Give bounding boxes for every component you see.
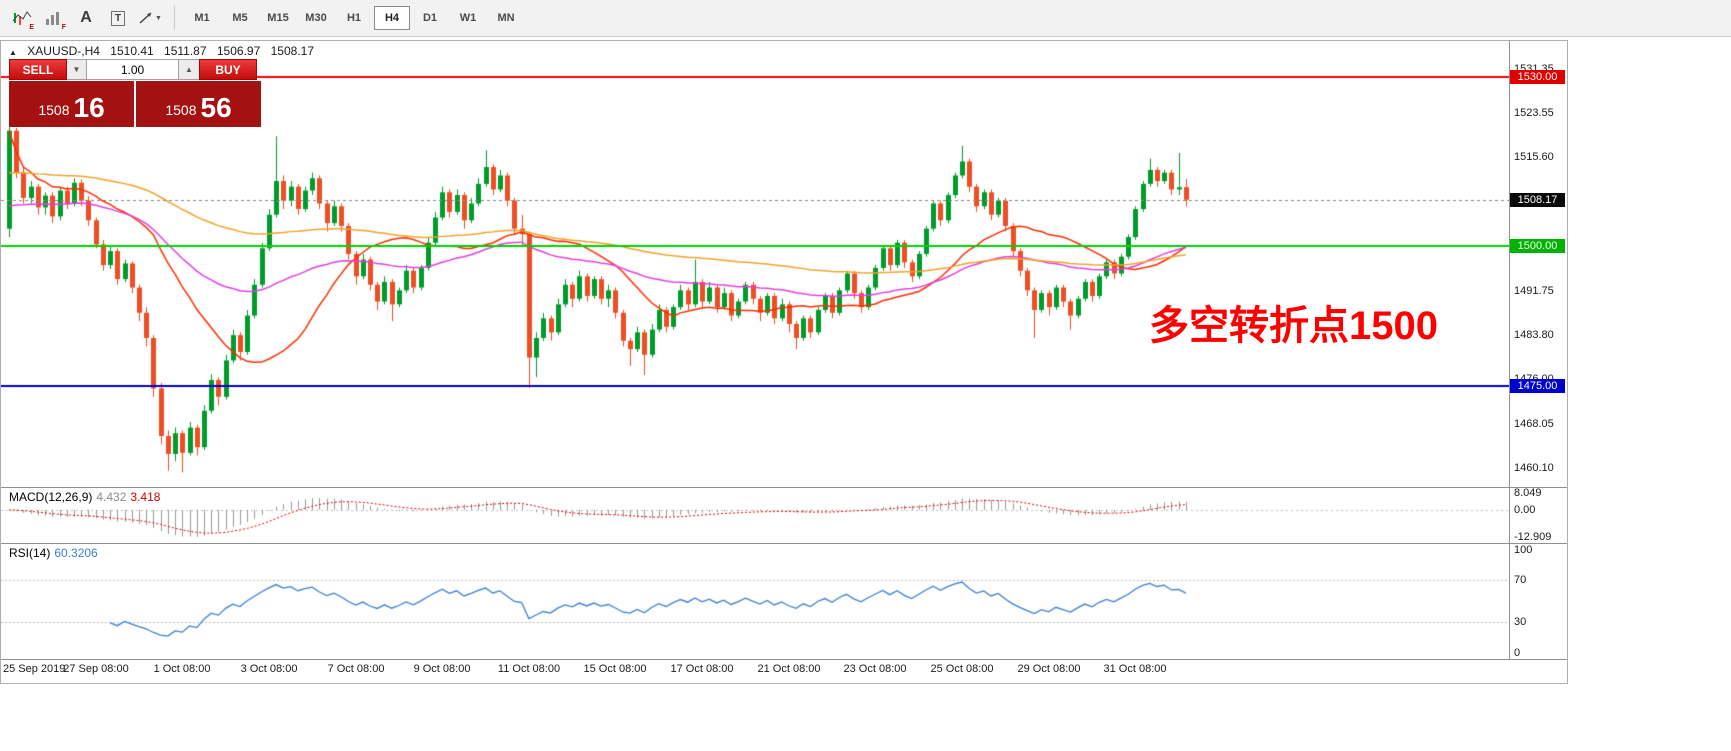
ask-quote: 1508 56 — [136, 81, 261, 127]
rsi-panel-canvas[interactable] — [1, 544, 1509, 659]
timeframe-button-w1[interactable]: W1 — [459, 12, 477, 24]
indicators-icon-badge: E — [29, 24, 34, 31]
buy-button[interactable]: BUY — [199, 59, 257, 80]
ask-price-prefix: 1508 — [165, 102, 197, 118]
bar-chart-icon-badge: F — [61, 24, 66, 31]
timeframe-button-d1[interactable]: D1 — [422, 12, 438, 24]
price-axis-divider — [1509, 41, 1510, 659]
text-tool-icon[interactable]: A — [72, 4, 100, 32]
macd-main-value: 4.432 — [96, 490, 127, 504]
indicators-icon-glyph — [12, 11, 32, 25]
one-click-trading-panel: SELL ▼ ▲ BUY 1508 16 1508 56 — [9, 59, 261, 127]
time-axis-label: 25 Sep 2019 — [3, 663, 66, 675]
timeframe-button-m1[interactable]: M1 — [194, 12, 210, 24]
trendline-tool-icon[interactable]: ▼ — [136, 4, 164, 32]
bar-chart-icon-glyph — [46, 12, 59, 25]
time-axis-label: 15 Oct 08:00 — [583, 663, 647, 675]
volume-input[interactable] — [87, 59, 179, 80]
low-value: 1506.97 — [216, 44, 261, 58]
rsi-value: 60.3206 — [54, 546, 98, 560]
time-axis-label: 7 Oct 08:00 — [327, 663, 385, 675]
rsi-axis[interactable]: 100 70 30 0 — [1509, 544, 1567, 659]
timeframe-button-h4[interactable]: H4 — [374, 6, 410, 30]
price-axis-label: 1523.55 — [1514, 107, 1554, 119]
time-axis-separator — [1, 659, 1567, 660]
volume-increase-button[interactable]: ▲ — [179, 59, 199, 80]
macd-indicator-label: MACD(12,26,9) 4.432 3.418 — [9, 490, 160, 504]
price-badge: 1530.00 — [1510, 70, 1565, 84]
rsi-axis-label: 30 — [1514, 616, 1527, 628]
time-axis-label: 1 Oct 08:00 — [153, 663, 211, 675]
time-axis-label: 3 Oct 08:00 — [240, 663, 298, 675]
rsi-panel-separator — [1, 543, 1567, 544]
chart-toolbar: E F A T ▼ M1 M5 M15 M30 H1 H4 D1 W1 MN — [0, 0, 1731, 37]
macd-axis-label: -12.909 — [1514, 531, 1552, 543]
timeframe-button-h1[interactable]: H1 — [346, 12, 362, 24]
high-value: 1511.87 — [164, 44, 207, 58]
macd-axis[interactable]: 8.049 0.00 -12.909 — [1509, 487, 1567, 543]
time-axis-label: 9 Oct 08:00 — [413, 663, 471, 675]
indicators-icon[interactable]: E — [8, 4, 36, 32]
price-axis-label: 1491.75 — [1514, 285, 1554, 297]
timeframe-toolbar: M1 M5 M15 M30 H1 H4 D1 W1 MN — [183, 6, 525, 30]
price-badge: 1508.17 — [1510, 193, 1565, 207]
price-badge: 1500.00 — [1510, 239, 1565, 253]
price-axis[interactable]: 1531.351523.551515.601491.751483.801476.… — [1509, 41, 1567, 487]
chevron-down-icon: ▼ — [155, 14, 162, 22]
rsi-axis-label: 100 — [1514, 544, 1533, 556]
time-axis-label: 27 Sep 08:00 — [63, 663, 129, 675]
quote-panel: 1508 16 1508 56 — [9, 81, 261, 127]
time-axis-label: 29 Oct 08:00 — [1017, 663, 1081, 675]
timeframe-button-m15[interactable]: M15 — [267, 12, 289, 24]
bar-chart-icon[interactable]: F — [40, 4, 68, 32]
macd-axis-label: 0.00 — [1514, 504, 1536, 516]
price-axis-label: 1468.05 — [1514, 418, 1554, 430]
collapse-panel-icon[interactable]: ▲ — [9, 48, 17, 57]
close-value: 1508.17 — [270, 44, 314, 58]
macd-axis-label: 8.049 — [1514, 487, 1542, 499]
bid-price-prefix: 1508 — [38, 102, 70, 118]
open-value: 1510.41 — [110, 44, 154, 58]
timeframe-button-mn[interactable]: MN — [497, 12, 515, 24]
time-axis-label: 25 Oct 08:00 — [930, 663, 994, 675]
timeframe-button-m30[interactable]: M30 — [305, 12, 327, 24]
symbol-label: XAUUSD-,H4 — [27, 44, 100, 58]
macd-panel-canvas[interactable] — [1, 488, 1509, 543]
chart-symbol-header: ▲ XAUUSD-,H4 1510.41 1511.87 1506.97 150… — [9, 44, 321, 58]
volume-dropdown-button[interactable]: ▼ — [67, 59, 87, 80]
price-axis-label: 1515.60 — [1514, 151, 1554, 163]
price-axis-label: 1483.80 — [1514, 329, 1554, 341]
toolbar-divider — [174, 6, 175, 30]
macd-signal-value: 3.418 — [130, 490, 161, 504]
time-axis[interactable]: 25 Sep 2019 27 Sep 08:00 1 Oct 08:00 3 Oct … — [1, 659, 1567, 683]
bid-quote: 1508 16 — [9, 81, 134, 127]
rsi-axis-label: 70 — [1514, 574, 1527, 586]
sell-button[interactable]: SELL — [9, 59, 67, 80]
price-axis-label: 1460.10 — [1514, 462, 1554, 474]
rsi-indicator-label: RSI(14) 60.3206 — [9, 546, 98, 560]
time-axis-label: 23 Oct 08:00 — [843, 663, 907, 675]
price-badge: 1475.00 — [1510, 379, 1565, 393]
time-axis-label: 17 Oct 08:00 — [670, 663, 734, 675]
time-axis-label: 31 Oct 08:00 — [1103, 663, 1167, 675]
timeframe-button-m5[interactable]: M5 — [232, 12, 248, 24]
rsi-axis-label: 0 — [1514, 647, 1521, 659]
textbox-tool-glyph: T — [110, 10, 126, 26]
chart-window: ▲ XAUUSD-,H4 1510.41 1511.87 1506.97 150… — [0, 40, 1568, 684]
chart-text-annotation: 多空转折点1500 — [1149, 304, 1438, 348]
textbox-tool-icon[interactable]: T — [104, 4, 132, 32]
bid-price-big-digits: 16 — [73, 92, 105, 123]
ask-price-big-digits: 56 — [200, 92, 232, 123]
trade-controls-row: SELL ▼ ▲ BUY — [9, 59, 261, 80]
rsi-name: RSI(14) — [9, 546, 51, 560]
text-tool-glyph: A — [80, 9, 92, 26]
macd-name: MACD(12,26,9) — [9, 490, 93, 504]
time-axis-label: 11 Oct 08:00 — [497, 663, 561, 675]
macd-panel-separator — [1, 487, 1567, 488]
time-axis-label: 21 Oct 08:00 — [757, 663, 821, 675]
trendline-icon-glyph — [139, 12, 152, 24]
